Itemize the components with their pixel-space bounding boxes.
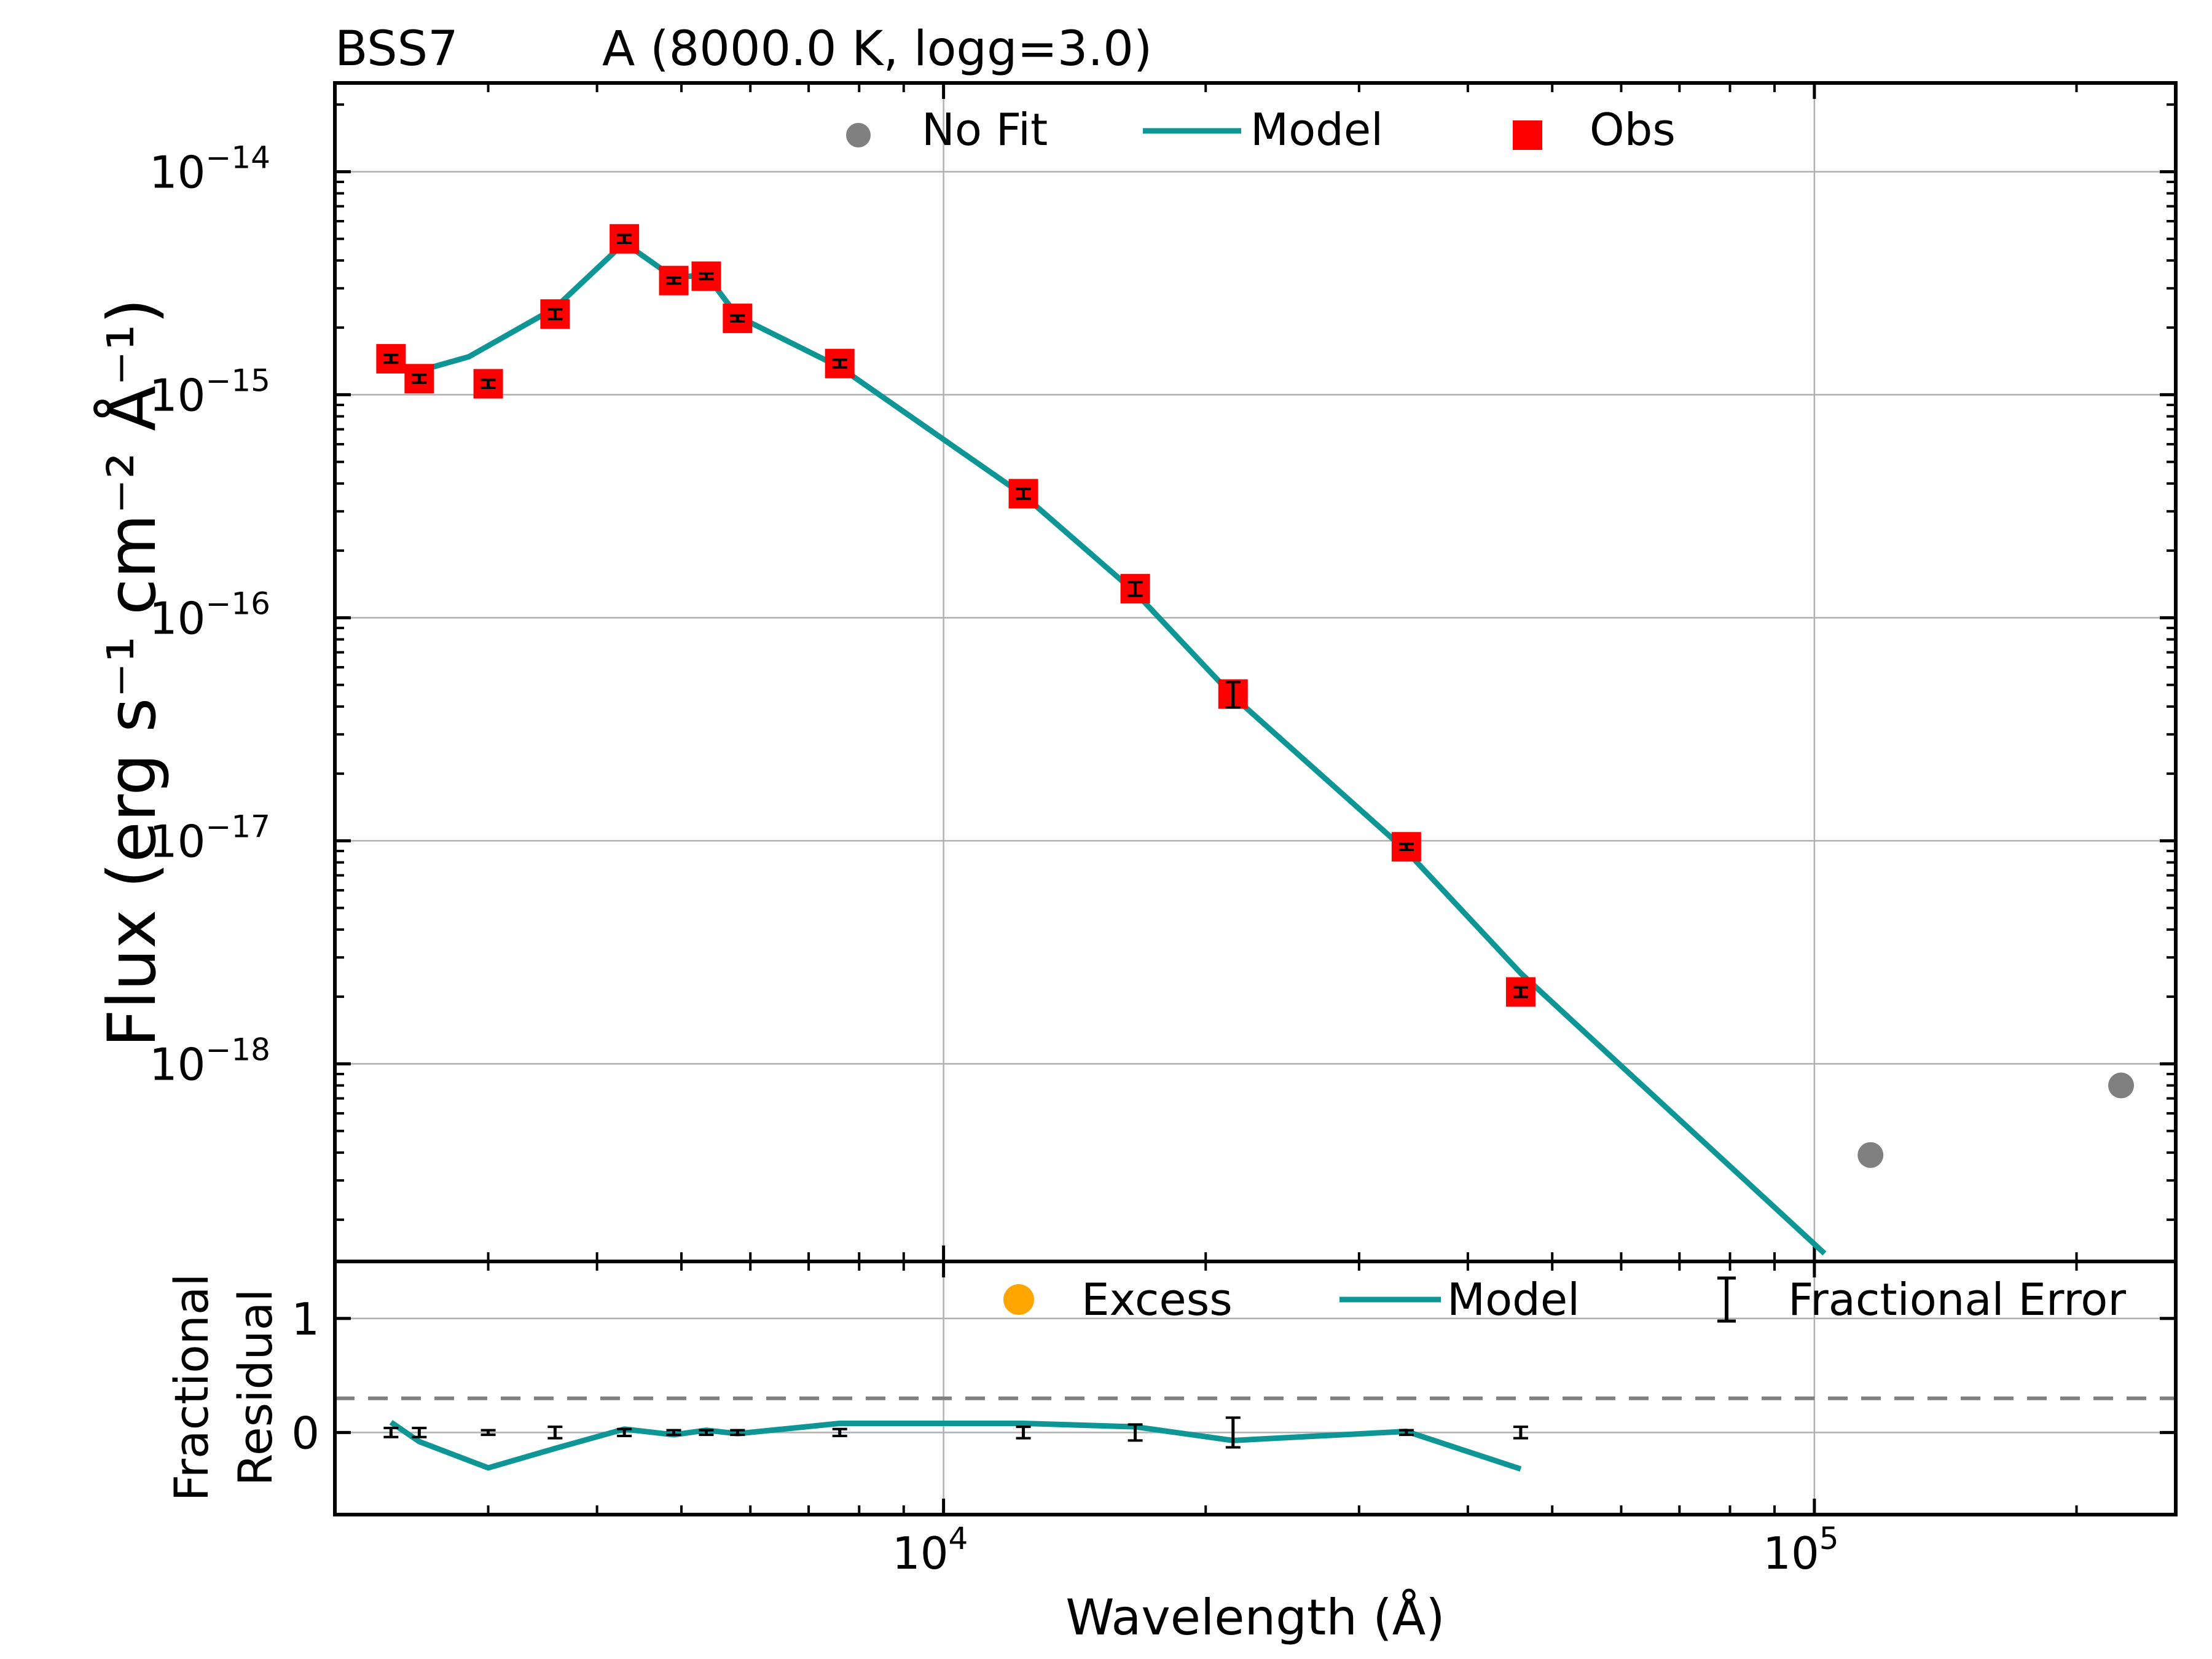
- legend-error-label: Fractional Error: [1788, 1274, 2126, 1325]
- sed-legend: No Fit Model Obs: [846, 104, 1676, 155]
- legend-obs-marker: [1513, 120, 1542, 150]
- sed-nofit-series: [1857, 1072, 2135, 1168]
- legend-obs-label: Obs: [1590, 104, 1676, 155]
- residual-y-label-line1: Fractional: [164, 1273, 219, 1501]
- residual-y-tick-label: 0: [291, 1407, 320, 1459]
- x-tick-label: 105: [1763, 1521, 1838, 1579]
- legend-excess-marker: [1003, 1284, 1034, 1315]
- sed-obs-series: [376, 224, 1535, 1007]
- nofit-point: [1857, 1142, 1884, 1168]
- legend-nofit-label: No Fit: [922, 104, 1048, 155]
- residual-error-series: [383, 1416, 1528, 1449]
- x-axis-label: Wavelength (Å): [1065, 1588, 1445, 1646]
- sed-y-tick-label: 10−14: [149, 139, 270, 198]
- y-axis-label: Flux (erg s⁻¹ cm⁻² Å⁻¹): [93, 298, 171, 1047]
- residual-plot-frame: [333, 1260, 2178, 1516]
- sed-y-tick-label: 10−17: [149, 809, 270, 867]
- legend-nofit-marker: [846, 123, 871, 147]
- x-tick-label: 104: [892, 1521, 968, 1579]
- title-model: A (8000.0 K, logg=3.0): [602, 22, 1152, 77]
- sed-y-tick-label: 10−18: [149, 1032, 270, 1090]
- sed-y-tick-label: 10−16: [149, 586, 270, 644]
- title-object: BSS7: [335, 22, 458, 77]
- sed-tick-labels: 10−14 10−15 10−16 10−17 10−18: [149, 139, 270, 1090]
- residual-model-series: [389, 1419, 1522, 1472]
- residual-model-line: [389, 1419, 1522, 1472]
- legend-residual-model-label: Model: [1447, 1274, 1580, 1325]
- residual-y-tick-label: 1: [291, 1293, 320, 1345]
- nofit-point: [2108, 1072, 2135, 1099]
- residual-legend: Excess Model Fractional Error: [1003, 1274, 2126, 1325]
- residual-y-label-line2: Residual: [228, 1289, 283, 1486]
- legend-model-label: Model: [1250, 104, 1383, 155]
- sed-gridlines: [335, 83, 2176, 1261]
- legend-excess-label: Excess: [1081, 1274, 1233, 1325]
- residual-tick-labels: 1 0 104 105: [291, 1293, 1838, 1579]
- sed-y-tick-label: 10−15: [149, 363, 270, 421]
